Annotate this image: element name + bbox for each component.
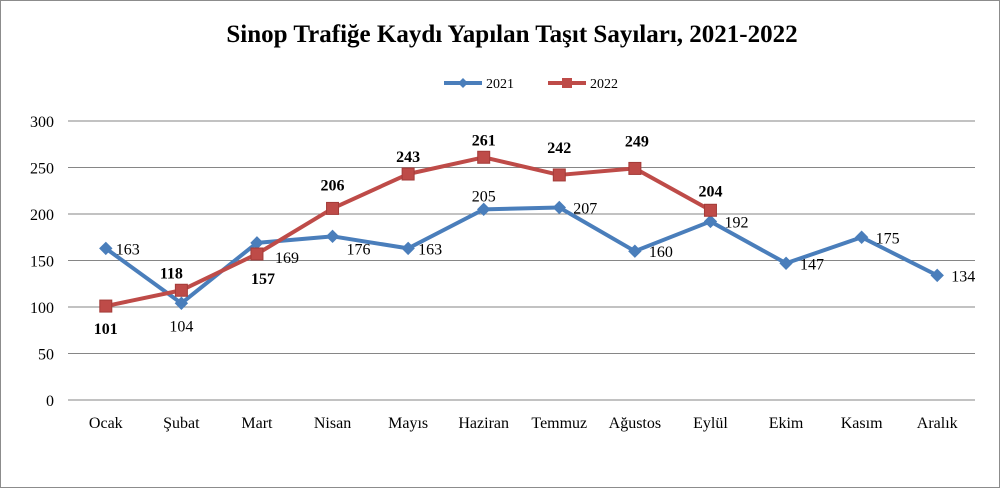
x-tick-label: Aralık	[917, 415, 958, 432]
point-2021	[325, 229, 340, 244]
x-tick-label: Ocak	[89, 415, 123, 432]
point-2021	[477, 202, 491, 217]
data-label-2022: 157	[251, 271, 275, 288]
series-line-2021	[104, 205, 939, 306]
y-tick-label: 50	[38, 347, 54, 364]
data-label-2021: 205	[472, 188, 496, 205]
y-tick-label: 300	[30, 114, 54, 131]
y-tick-label: 150	[30, 254, 54, 271]
point-2021	[174, 296, 189, 310]
x-tick-label: Temmuz	[531, 415, 587, 432]
point-2021	[552, 200, 566, 215]
gridlines	[68, 120, 975, 401]
point-2021	[854, 230, 869, 244]
legend-marker-square	[562, 78, 572, 88]
chart-title: Sinop Trafiğe Kaydı Yapılan Taşıt Sayıla…	[226, 21, 797, 48]
data-label-2022: 243	[396, 149, 420, 166]
point-2022	[326, 201, 340, 215]
data-label-2022: 204	[698, 183, 722, 200]
x-tick-label: Ağustos	[609, 415, 661, 432]
y-axis: 0 50 100 150 200 250 300	[30, 114, 54, 410]
point-2021	[779, 256, 793, 270]
series-lines	[104, 155, 939, 309]
data-labels: 163 104 169 176 163 205 207 160 192 147 175 134 101 1…	[94, 132, 975, 338]
point-2021	[628, 244, 642, 258]
x-tick-label: Kasım	[841, 415, 883, 432]
data-label-2022: 249	[625, 133, 649, 150]
point-2021	[930, 268, 944, 283]
data-label-2022: 261	[472, 132, 496, 149]
legend-marker-diamond	[458, 78, 468, 88]
x-tick-label: Şubat	[163, 415, 200, 432]
x-tick-label: Ekim	[769, 415, 804, 432]
point-2021	[99, 241, 113, 256]
point-2022	[174, 283, 188, 297]
x-tick-label: Eylül	[693, 415, 728, 432]
data-label-2022: 242	[547, 140, 571, 157]
point-2022	[552, 168, 566, 182]
data-label-2022: 206	[321, 177, 345, 194]
data-label-2021: 207	[573, 200, 597, 217]
data-label-2021: 163	[116, 241, 140, 258]
point-2021	[401, 241, 415, 256]
data-label-2021: 160	[649, 244, 673, 261]
data-label-2021: 169	[275, 250, 299, 267]
y-tick-label: 0	[46, 393, 54, 410]
x-tick-label: Nisan	[314, 415, 351, 432]
data-label-2021: 134	[951, 268, 975, 285]
data-label-2021: 176	[347, 241, 371, 258]
legend-label-2021: 2021	[486, 77, 514, 92]
y-tick-label: 250	[30, 161, 54, 178]
data-label-2022: 101	[94, 321, 118, 338]
x-tick-label: Mayıs	[388, 415, 428, 432]
point-2022	[401, 167, 415, 181]
point-2022	[250, 247, 264, 261]
data-label-2021: 163	[418, 241, 442, 258]
series-markers	[99, 150, 944, 313]
data-label-2021: 192	[724, 214, 748, 231]
y-tick-label: 100	[30, 300, 54, 317]
data-label-2021: 104	[169, 318, 193, 335]
x-tick-label: Haziran	[458, 415, 509, 432]
point-2022	[628, 161, 642, 175]
data-label-2022: 118	[160, 265, 183, 282]
point-2021	[703, 214, 718, 229]
data-label-2021: 147	[800, 256, 824, 273]
x-tick-label: Mart	[241, 415, 273, 432]
x-axis: Ocak Şubat Mart Nisan Mayıs Haziran Temmuz Ağus…	[89, 415, 958, 432]
legend-label-2022: 2022	[590, 77, 618, 92]
y-tick-label: 200	[30, 207, 54, 224]
point-2022	[477, 150, 491, 164]
legend: 2021 2022	[444, 77, 618, 92]
data-label-2021: 175	[876, 230, 900, 247]
point-2022	[99, 299, 113, 313]
point-2022	[703, 203, 717, 217]
